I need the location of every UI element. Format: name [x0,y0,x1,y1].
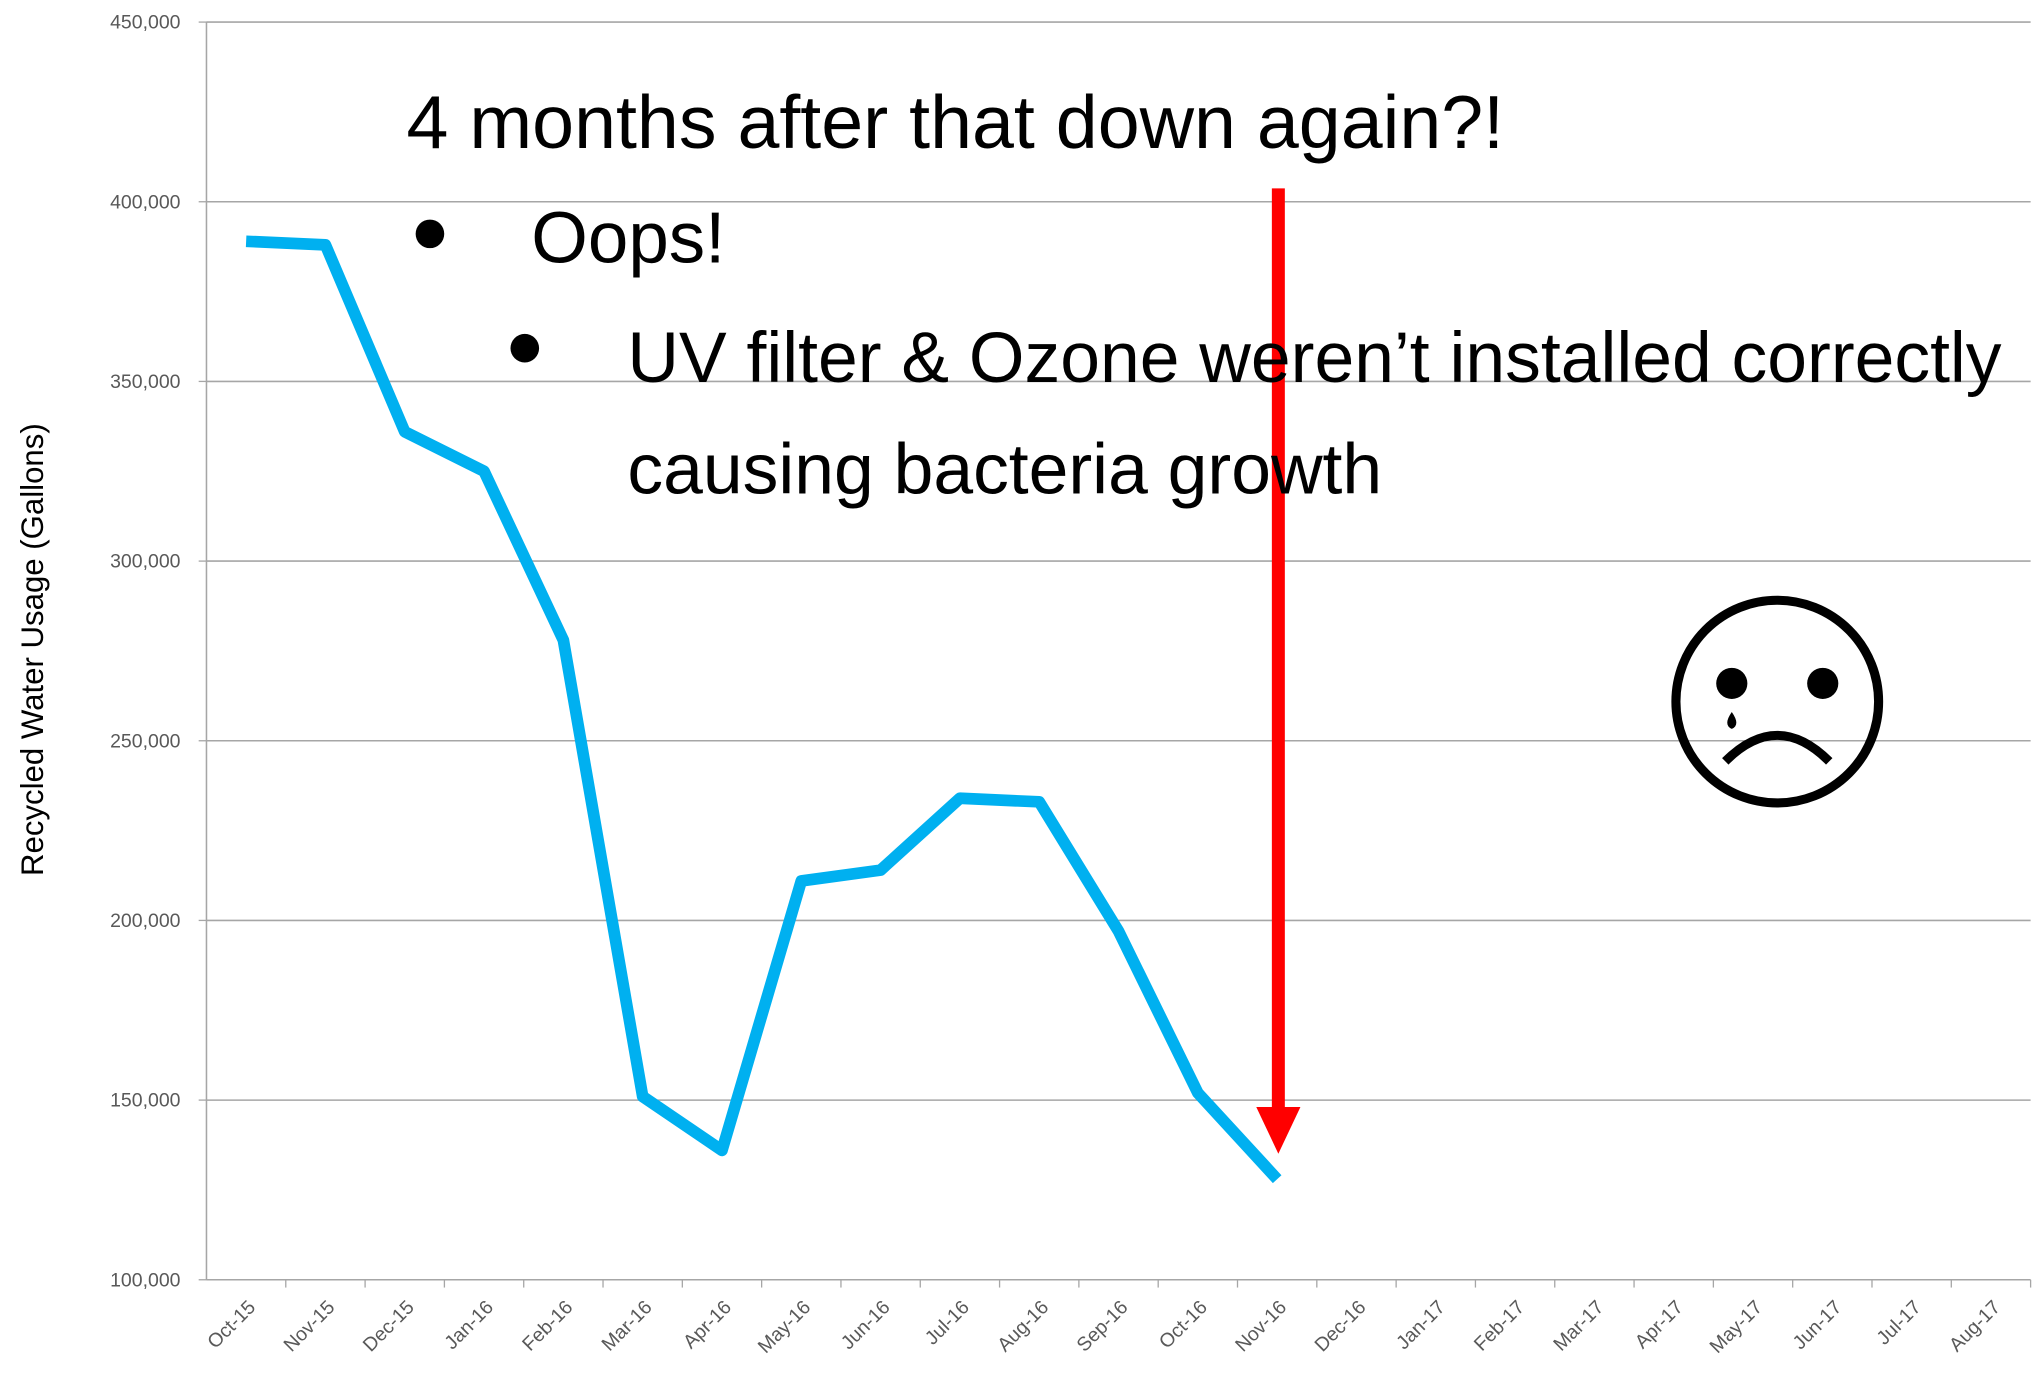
y-tick-label: 250,000 [110,730,181,752]
x-tick-label: Jan-17 [1392,1296,1450,1354]
x-tick-label: Apr-17 [1631,1296,1688,1353]
x-tick-label: Jan-16 [440,1296,498,1354]
y-tick-label: 400,000 [110,191,181,213]
x-tick-label: May-17 [1705,1296,1766,1357]
x-tick-label: May-16 [754,1296,815,1357]
x-tick-label: Jun-16 [837,1296,895,1354]
y-axis-label: Recycled Water Usage (Gallons) [15,423,50,876]
x-tick-label: Jul-17 [1873,1296,1926,1349]
sad-face [1671,595,1884,808]
x-tick-label: Nov-15 [279,1296,339,1356]
y-tick-label: 200,000 [110,910,181,932]
x-tick-label: Apr-16 [679,1296,736,1353]
bullet [510,333,540,363]
x-tick-label: Feb-16 [518,1296,577,1355]
x-tick-label: Jun-17 [1789,1296,1847,1354]
x-tick-label: Aug-17 [1945,1296,2005,1356]
x-tick-label: Mar-16 [597,1296,656,1355]
headline: 4 months after that down again?! [406,80,1505,166]
x-tick-label: Feb-17 [1470,1296,1529,1355]
x-tick-label: Nov-16 [1231,1296,1291,1356]
y-tick-label: 350,000 [110,371,181,393]
y-tick-label: 450,000 [110,12,181,34]
y-tick-label: 300,000 [110,551,181,573]
bullet-text: Oops! [531,196,726,279]
x-tick-label: Mar-17 [1549,1296,1608,1355]
x-tick-label: Oct-15 [203,1296,260,1353]
x-tick-label: Oct-16 [1155,1296,1212,1353]
y-tick-label: 150,000 [110,1090,181,1112]
x-tick-label: Jul-16 [921,1296,974,1349]
arrow-head [1256,1106,1301,1154]
sub-bullet-text: UV filter & Ozone weren’t installed corr… [627,317,2002,510]
series-line [245,235,1282,1184]
x-tick-label: Sep-16 [1073,1296,1133,1356]
bullet [415,219,445,249]
x-tick-label: Dec-15 [359,1296,419,1356]
x-tick-label: Dec-16 [1310,1296,1370,1356]
x-tick-label: Aug-16 [993,1296,1053,1356]
y-tick-label: 100,000 [110,1269,181,1291]
